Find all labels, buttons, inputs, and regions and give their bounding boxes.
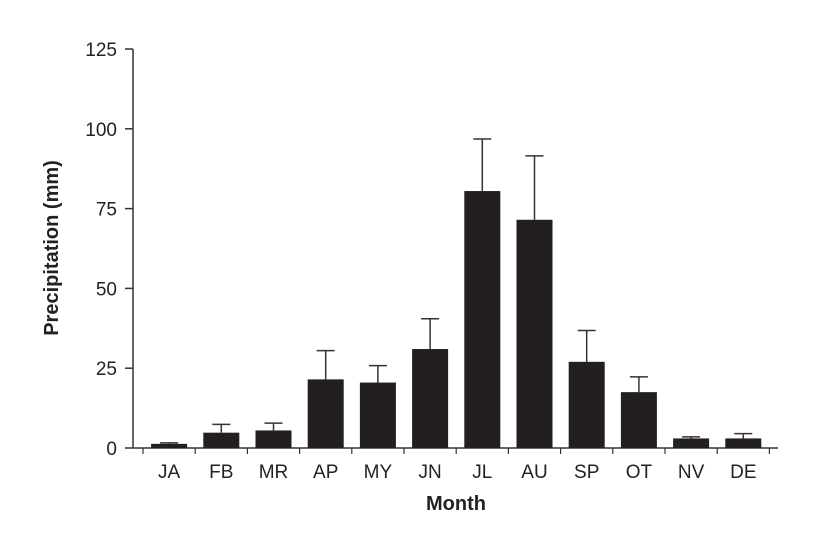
- x-tick-label-ot: OT: [626, 462, 653, 483]
- x-tick-label-jn: JN: [418, 462, 441, 483]
- bar-sp: [568, 361, 605, 448]
- y-tick-label: 75: [96, 200, 117, 221]
- y-tick-label: 50: [96, 279, 117, 300]
- axes: [125, 48, 778, 454]
- x-tick-label-my: MY: [364, 462, 393, 483]
- bar-fb: [203, 432, 240, 448]
- bars: [151, 138, 762, 448]
- x-tick-label-ja: JA: [158, 462, 181, 483]
- x-tick-label-ap: AP: [313, 462, 338, 483]
- bar-au: [516, 219, 553, 448]
- y-tick-label: 25: [96, 359, 117, 380]
- bar-nv: [673, 438, 710, 448]
- x-axis-title: Month: [426, 493, 486, 515]
- y-tick-label: 100: [85, 120, 117, 141]
- bar-my: [359, 382, 396, 448]
- tick-labels: 0 25 50 75 100 125 JA FB MR AP MY JN JL AU SP OT NV DE: [85, 40, 756, 483]
- x-tick-label-fb: FB: [209, 462, 233, 483]
- y-tick-label: 125: [85, 40, 117, 61]
- x-tick-label-au: AU: [521, 462, 547, 483]
- bar-ot: [620, 392, 657, 448]
- x-tick-label-mr: MR: [259, 462, 289, 483]
- x-tick-label-nv: NV: [678, 462, 705, 483]
- bar-ja: [151, 443, 188, 448]
- x-tick-label-sp: SP: [574, 462, 599, 483]
- bar-jl: [464, 191, 501, 448]
- bar-jn: [412, 349, 449, 448]
- bar-mr: [255, 430, 292, 448]
- x-tick-label-jl: JL: [472, 462, 492, 483]
- y-tick-label: 0: [106, 439, 117, 460]
- x-tick-label-de: DE: [730, 462, 756, 483]
- y-axis-title: Precipitation (mm): [41, 160, 63, 336]
- bar-ap: [307, 379, 344, 448]
- bar-de: [725, 438, 762, 448]
